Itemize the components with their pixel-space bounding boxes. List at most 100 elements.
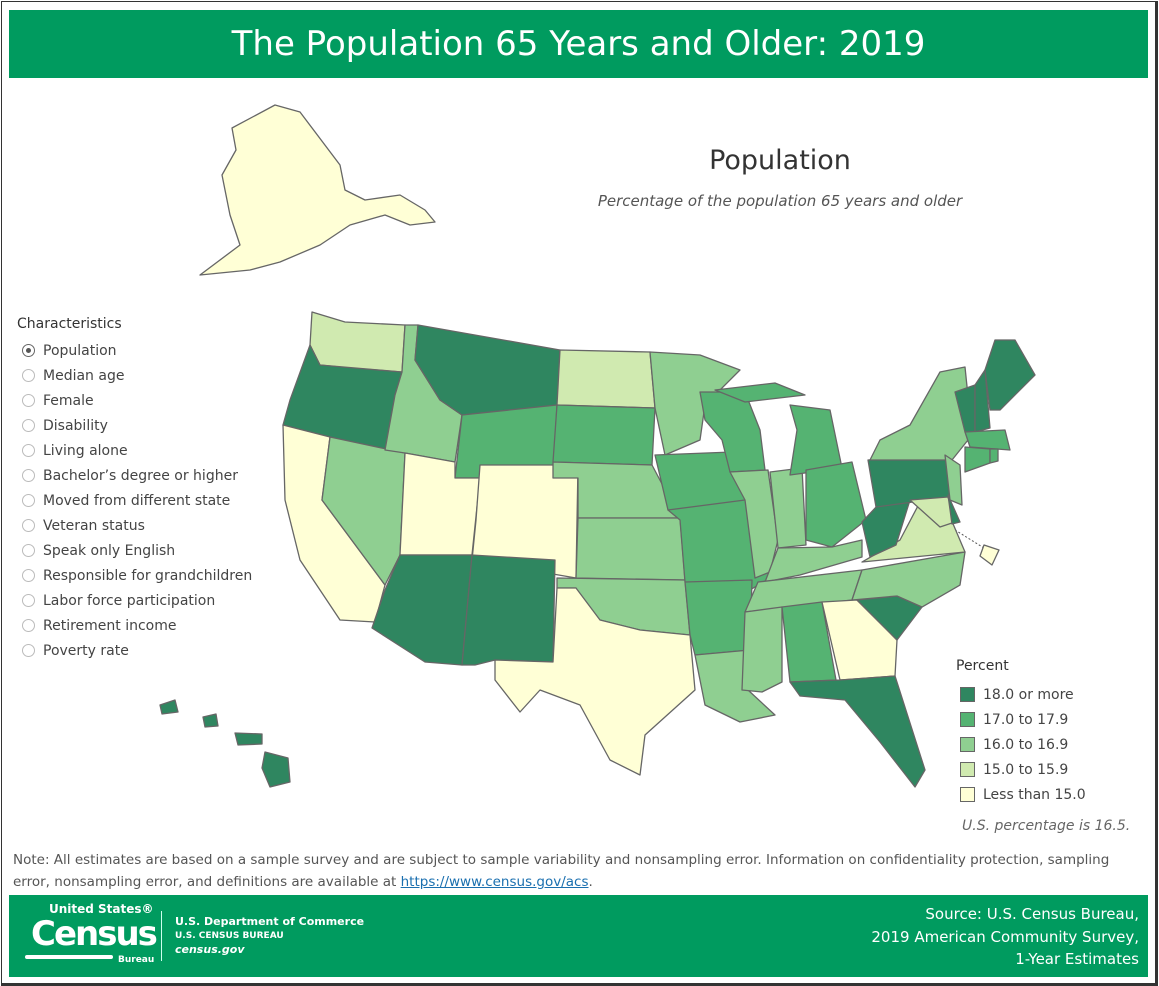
state-sd[interactable]: [552, 404, 656, 466]
legend-item[interactable]: 16.0 to 16.9: [956, 732, 1086, 757]
footnote: Note: All estimates are based on a sampl…: [13, 849, 1133, 893]
radio-button[interactable]: [22, 644, 35, 657]
characteristic-option[interactable]: Moved from different state: [17, 488, 252, 513]
legend-item[interactable]: 17.0 to 17.9: [956, 707, 1086, 732]
characteristic-option[interactable]: Living alone: [17, 438, 252, 463]
divider: [161, 911, 162, 961]
state-hi[interactable]: [159, 699, 291, 788]
state-shape[interactable]: [684, 579, 753, 656]
state-shape[interactable]: [869, 366, 973, 461]
characteristics-heading: Characteristics: [17, 316, 122, 332]
radio-button[interactable]: [22, 544, 35, 557]
state-shape[interactable]: [556, 349, 656, 409]
state-shape[interactable]: [821, 599, 898, 681]
state-shape[interactable]: [989, 448, 999, 464]
state-shape[interactable]: [964, 429, 1011, 451]
state-ks[interactable]: [575, 517, 686, 581]
state-ri[interactable]: [989, 448, 999, 464]
radio-button[interactable]: [22, 344, 35, 357]
state-shape[interactable]: [461, 554, 556, 666]
state-shape[interactable]: [309, 311, 406, 373]
state-ga[interactable]: [821, 599, 898, 681]
state-ak[interactable]: [199, 104, 436, 276]
characteristic-option[interactable]: Speak only English: [17, 538, 252, 563]
legend: Percent 18.0 or more 17.0 to 17.9 16.0 to …: [956, 658, 1086, 807]
radio-button[interactable]: [22, 444, 35, 457]
state-shape[interactable]: [979, 544, 1000, 566]
legend-item[interactable]: 18.0 or more: [956, 682, 1086, 707]
state-shape[interactable]: [947, 494, 961, 525]
radio-button[interactable]: [22, 594, 35, 607]
state-shape[interactable]: [714, 382, 806, 403]
state-shape[interactable]: [199, 104, 436, 276]
state-shape[interactable]: [984, 339, 1036, 411]
state-mi[interactable]: [714, 382, 843, 476]
option-label: Retirement income: [43, 617, 177, 634]
radio-button[interactable]: [22, 569, 35, 582]
legend-label: 16.0 to 16.9: [983, 736, 1069, 753]
radio-button[interactable]: [22, 419, 35, 432]
characteristic-option[interactable]: Disability: [17, 413, 252, 438]
state-ar[interactable]: [684, 579, 753, 656]
state-ms[interactable]: [741, 606, 783, 693]
state-tx[interactable]: [494, 587, 696, 776]
characteristic-option[interactable]: Poverty rate: [17, 638, 252, 663]
state-fl[interactable]: [789, 675, 926, 788]
state-ny[interactable]: [869, 366, 973, 461]
characteristic-option[interactable]: Responsible for grandchildren: [17, 563, 252, 588]
legend-swatch: [960, 687, 975, 702]
state-shape[interactable]: [494, 587, 696, 776]
state-shape[interactable]: [964, 446, 991, 473]
option-label: Population: [43, 342, 117, 359]
logo-top: United States®: [49, 902, 154, 916]
census-logo[interactable]: United States® Census Bureau: [23, 902, 158, 969]
state-shape[interactable]: [944, 454, 963, 506]
characteristic-option[interactable]: Veteran status: [17, 513, 252, 538]
state-ct[interactable]: [964, 446, 991, 473]
state-nj[interactable]: [944, 454, 963, 506]
state-shape[interactable]: [974, 369, 991, 433]
radio-button[interactable]: [22, 519, 35, 532]
characteristic-option[interactable]: Female: [17, 388, 252, 413]
option-label: Bachelor’s degree or higher: [43, 467, 238, 484]
legend-item[interactable]: 15.0 to 15.9: [956, 757, 1086, 782]
characteristic-option[interactable]: Population: [17, 338, 252, 363]
state-shape[interactable]: [575, 517, 686, 581]
state-shape[interactable]: [261, 751, 291, 788]
source-line-2: 2019 American Community Survey,: [871, 927, 1139, 946]
radio-button[interactable]: [22, 494, 35, 507]
state-nd[interactable]: [556, 349, 656, 409]
state-shape[interactable]: [159, 699, 179, 715]
source-line-1: Source: U.S. Census Bureau,: [925, 905, 1139, 923]
state-wv[interactable]: [861, 499, 911, 558]
radio-button[interactable]: [22, 469, 35, 482]
state-shape[interactable]: [861, 499, 911, 558]
characteristic-option[interactable]: Median age: [17, 363, 252, 388]
characteristic-option[interactable]: Retirement income: [17, 613, 252, 638]
state-me[interactable]: [984, 339, 1036, 411]
characteristic-option[interactable]: Labor force participation: [17, 588, 252, 613]
radio-button[interactable]: [22, 619, 35, 632]
state-shape[interactable]: [789, 675, 926, 788]
acs-link[interactable]: https://www.census.gov/acs: [400, 874, 589, 890]
state-dc[interactable]: [979, 544, 1000, 566]
state-shape[interactable]: [202, 713, 219, 728]
characteristic-option[interactable]: Bachelor’s degree or higher: [17, 463, 252, 488]
state-shape[interactable]: [741, 606, 783, 693]
state-nm[interactable]: [461, 554, 556, 666]
state-shape[interactable]: [649, 351, 741, 456]
state-shape[interactable]: [552, 404, 656, 466]
state-de[interactable]: [947, 494, 961, 525]
state-mn[interactable]: [649, 351, 741, 456]
state-wa[interactable]: [309, 311, 406, 373]
legend-label: 17.0 to 17.9: [983, 711, 1069, 728]
legend-item[interactable]: Less than 15.0: [956, 782, 1086, 807]
department: U.S. Department of Commerce: [175, 915, 365, 928]
state-ma[interactable]: [964, 429, 1011, 451]
state-shape[interactable]: [234, 732, 263, 746]
radio-button[interactable]: [22, 369, 35, 382]
state-nh[interactable]: [974, 369, 991, 433]
radio-button[interactable]: [22, 394, 35, 407]
state-oh[interactable]: [805, 461, 867, 548]
state-shape[interactable]: [805, 461, 867, 548]
